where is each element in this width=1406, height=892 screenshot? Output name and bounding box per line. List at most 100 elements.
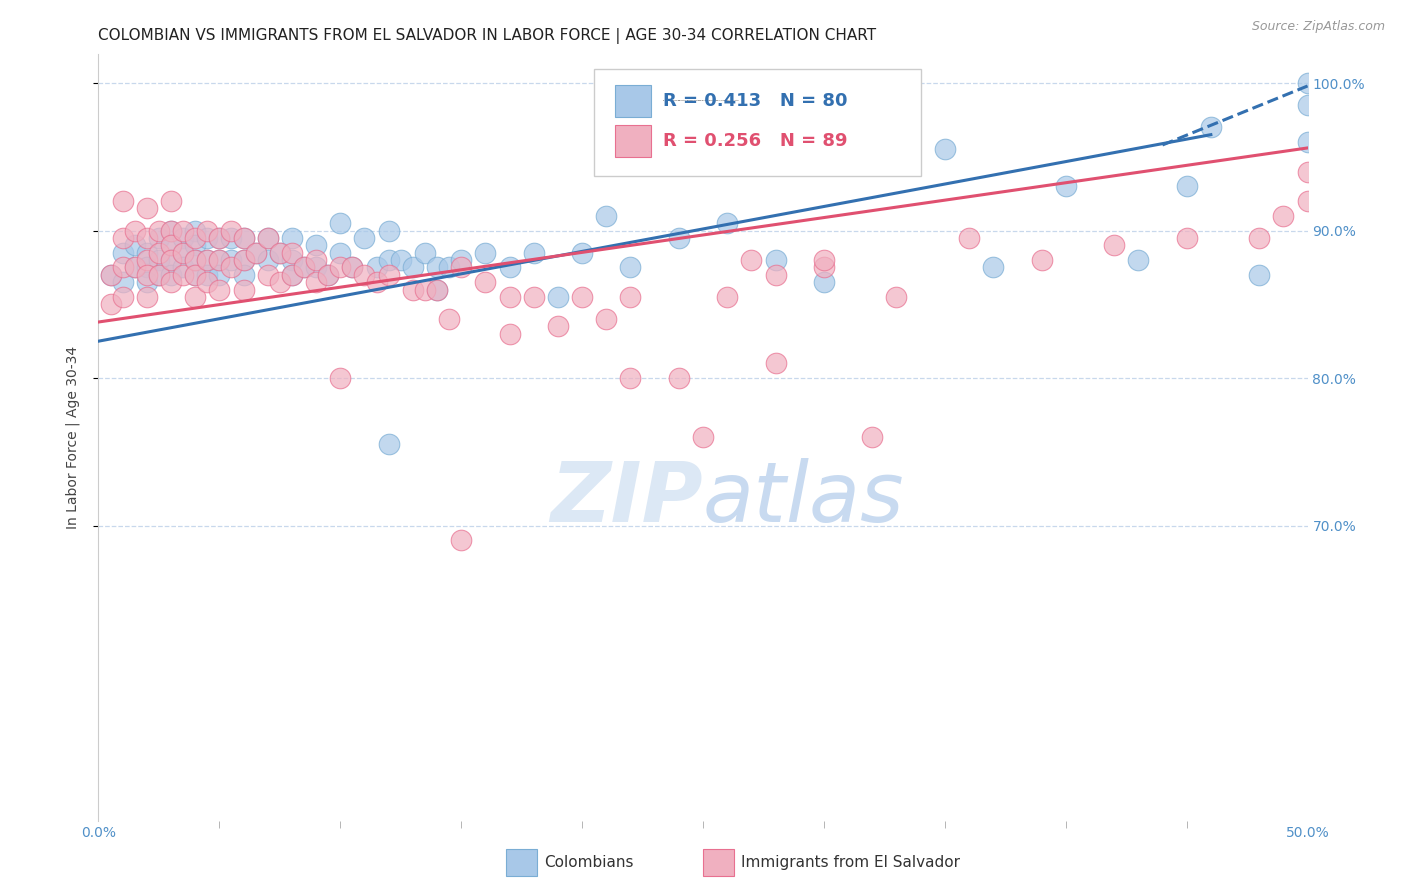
Point	[135, 268, 157, 282]
Point	[1128, 253, 1150, 268]
Point	[124, 223, 146, 237]
Point	[813, 253, 835, 268]
Point	[208, 283, 231, 297]
Point	[716, 290, 738, 304]
Text: R = COLOMBIAN VS IMMIGRANTS FROM EL SALVADOR IN LABOR FORCE | AGE 30-34 CORRELAT: R = COLOMBIAN VS IMMIGRANTS FROM EL SALV…	[664, 100, 738, 102]
Point	[1102, 238, 1125, 252]
Point	[498, 260, 520, 275]
Point	[124, 260, 146, 275]
Point	[111, 194, 134, 208]
Y-axis label: In Labor Force | Age 30-34: In Labor Force | Age 30-34	[66, 345, 80, 529]
Point	[413, 245, 436, 260]
Point	[413, 283, 436, 297]
Point	[292, 260, 315, 275]
Point	[402, 260, 425, 275]
Point	[195, 223, 218, 237]
Point	[389, 253, 412, 268]
Point	[135, 231, 157, 245]
Point	[232, 268, 254, 282]
Point	[195, 275, 218, 289]
Point	[329, 245, 352, 260]
Point	[329, 260, 352, 275]
Point	[281, 231, 304, 245]
Point	[172, 231, 194, 245]
Point	[232, 231, 254, 245]
Point	[523, 290, 546, 304]
Point	[316, 268, 339, 282]
Point	[305, 275, 328, 289]
Point	[256, 268, 278, 282]
Point	[668, 371, 690, 385]
Point	[111, 260, 134, 275]
Point	[184, 253, 207, 268]
Point	[124, 238, 146, 252]
Point	[1199, 120, 1222, 135]
Point	[353, 268, 375, 282]
Point	[111, 231, 134, 245]
Point	[208, 253, 231, 268]
Point	[195, 253, 218, 268]
Point	[172, 268, 194, 282]
Point	[765, 268, 787, 282]
Point	[172, 245, 194, 260]
Point	[135, 245, 157, 260]
Point	[135, 202, 157, 216]
Point	[571, 245, 593, 260]
Point	[160, 253, 183, 268]
Point	[981, 260, 1004, 275]
FancyBboxPatch shape	[506, 849, 537, 876]
Point	[353, 231, 375, 245]
Point	[111, 245, 134, 260]
Point	[232, 253, 254, 268]
Point	[269, 245, 291, 260]
Point	[377, 437, 399, 451]
FancyBboxPatch shape	[614, 125, 651, 157]
Point	[450, 253, 472, 268]
Text: R = 0.256   N = 89: R = 0.256 N = 89	[664, 132, 848, 150]
Text: Colombians: Colombians	[544, 855, 634, 870]
Point	[245, 245, 267, 260]
Point	[160, 194, 183, 208]
Point	[160, 253, 183, 268]
Point	[342, 260, 364, 275]
Point	[221, 231, 243, 245]
Point	[547, 290, 569, 304]
Point	[195, 231, 218, 245]
Point	[256, 231, 278, 245]
Point	[232, 231, 254, 245]
Point	[184, 231, 207, 245]
Point	[595, 209, 617, 223]
Point	[316, 268, 339, 282]
Point	[619, 290, 641, 304]
Point	[160, 238, 183, 252]
Point	[716, 216, 738, 230]
Point	[135, 290, 157, 304]
Point	[160, 275, 183, 289]
Point	[148, 268, 170, 282]
Point	[124, 260, 146, 275]
Point	[934, 143, 956, 157]
Point	[668, 231, 690, 245]
Point	[450, 260, 472, 275]
Point	[1054, 179, 1077, 194]
Point	[1031, 253, 1053, 268]
Point	[305, 260, 328, 275]
Point	[281, 245, 304, 260]
Point	[208, 253, 231, 268]
Point	[305, 253, 328, 268]
Point	[437, 260, 460, 275]
Point	[692, 430, 714, 444]
Point	[619, 260, 641, 275]
Text: Source: ZipAtlas.com: Source: ZipAtlas.com	[1251, 20, 1385, 33]
FancyBboxPatch shape	[595, 69, 921, 177]
Point	[437, 312, 460, 326]
Point	[160, 223, 183, 237]
Point	[184, 290, 207, 304]
Point	[377, 268, 399, 282]
Point	[292, 260, 315, 275]
Text: R = 0.413   N = 80: R = 0.413 N = 80	[664, 92, 848, 110]
Point	[160, 238, 183, 252]
Text: COLOMBIAN VS IMMIGRANTS FROM EL SALVADOR IN LABOR FORCE | AGE 30-34 CORRELATION : COLOMBIAN VS IMMIGRANTS FROM EL SALVADOR…	[98, 28, 876, 44]
Point	[377, 253, 399, 268]
FancyBboxPatch shape	[614, 85, 651, 117]
